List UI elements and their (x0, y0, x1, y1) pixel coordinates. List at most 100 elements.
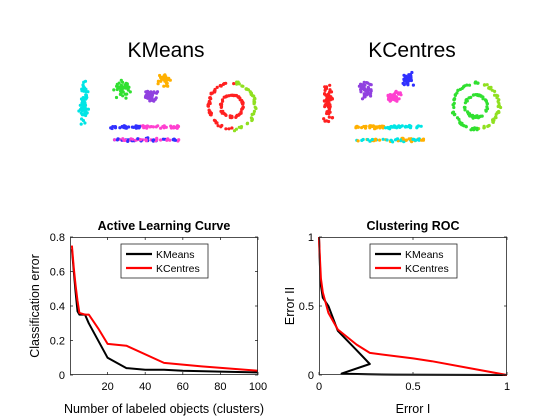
scatter-point (115, 138, 119, 142)
scatter-point (222, 82, 226, 86)
scatter-point (398, 125, 402, 129)
scatter-point (252, 109, 256, 113)
scatter-point (81, 98, 85, 103)
scatter-point (452, 105, 456, 110)
y-tick-label: 1 (308, 232, 314, 244)
scatter-point (400, 124, 404, 128)
scatter-point (401, 81, 405, 85)
scatter-point (366, 90, 370, 94)
scatter-point (82, 80, 86, 84)
x-tick-label: 1 (504, 381, 510, 393)
scatter-point (450, 111, 455, 115)
legend: KMeans KCentres (120, 243, 209, 279)
scatter-point (403, 79, 407, 83)
series-line-kcentres (70, 245, 259, 372)
scatter-point (396, 137, 400, 141)
scatter-point (354, 126, 358, 130)
scatter-points (322, 70, 503, 144)
legend-label: KMeans (156, 249, 195, 261)
scatter-point (374, 126, 378, 130)
scatter-point (252, 112, 256, 116)
scatter-point (402, 140, 406, 144)
scatter-point (369, 88, 373, 92)
scatter-point (219, 84, 223, 88)
scatter-point (159, 126, 163, 130)
scatter-point (238, 98, 242, 102)
scatter-point (415, 126, 419, 130)
scatter-point (474, 114, 478, 118)
scatter-point (399, 93, 403, 97)
scatter-point (486, 124, 490, 128)
scatter-point (152, 90, 156, 94)
scatter-point (114, 95, 119, 100)
scatter-panel-1: KMeans (77, 39, 258, 143)
scatter-point (378, 138, 382, 142)
scatter-point (159, 79, 163, 83)
scatter-point (381, 126, 385, 130)
scatter-point (407, 77, 411, 81)
scatter-point (148, 125, 152, 129)
scatter-point (144, 138, 148, 142)
scatter-point (323, 88, 327, 92)
scatter-point (362, 124, 366, 129)
scatter-point (245, 121, 250, 125)
scatter-point (326, 92, 330, 96)
x-tick-label: 80 (214, 381, 226, 393)
legend-box (369, 243, 458, 279)
scatter-point (81, 118, 85, 123)
scatter-point (456, 88, 460, 92)
scatter-point (497, 101, 501, 106)
scatter-point (159, 138, 163, 142)
scatter-point (110, 126, 114, 131)
scatter-point (152, 138, 156, 142)
scatter-point (492, 118, 496, 122)
scatter-point (147, 94, 151, 98)
scatter-point (213, 89, 217, 93)
scatter-point (327, 101, 331, 105)
scatter-point (404, 74, 408, 78)
scatter-point (219, 125, 223, 129)
scatter-point (119, 83, 124, 87)
scatter-point (144, 90, 148, 94)
legend-label: KCentres (405, 263, 449, 275)
scatter-point (497, 110, 501, 114)
y-tick-label: 0 (59, 370, 65, 382)
scatter-point (81, 105, 85, 109)
scatter-point (385, 138, 389, 142)
scatter-point (142, 126, 146, 130)
scatter-point (148, 91, 153, 95)
scatter-point (212, 118, 216, 122)
scatter-point (80, 109, 84, 113)
scatter-point (453, 97, 457, 101)
scatter-point (473, 126, 477, 130)
scatter-point (215, 121, 219, 125)
scatter-point (464, 125, 468, 129)
scatter-point (488, 87, 492, 91)
scatter-point (235, 113, 239, 117)
scatter-point (230, 126, 234, 130)
scatter-point (475, 128, 479, 132)
scatter-point (484, 99, 488, 103)
scatter-point (359, 84, 364, 88)
scatter-point (84, 112, 88, 116)
scatter-point (359, 90, 363, 94)
scatter-point (118, 86, 122, 91)
scatter-point (455, 116, 460, 120)
scatter-point (252, 94, 256, 98)
scatter-point (78, 103, 82, 107)
scatter-point (404, 138, 408, 142)
scatter-point (228, 115, 232, 120)
scatter-point (482, 83, 487, 87)
scatter-point (175, 124, 180, 128)
scatter-point (362, 92, 367, 96)
scatter-point (120, 90, 124, 94)
scatter-point (394, 89, 398, 93)
scatter-point (250, 118, 254, 123)
scatter-point (139, 138, 143, 142)
scatter-point (401, 137, 405, 141)
scatter-point (235, 81, 239, 85)
scatter-point (475, 93, 479, 97)
scatter-point (156, 79, 160, 83)
series-line-kcentres (318, 236, 508, 376)
